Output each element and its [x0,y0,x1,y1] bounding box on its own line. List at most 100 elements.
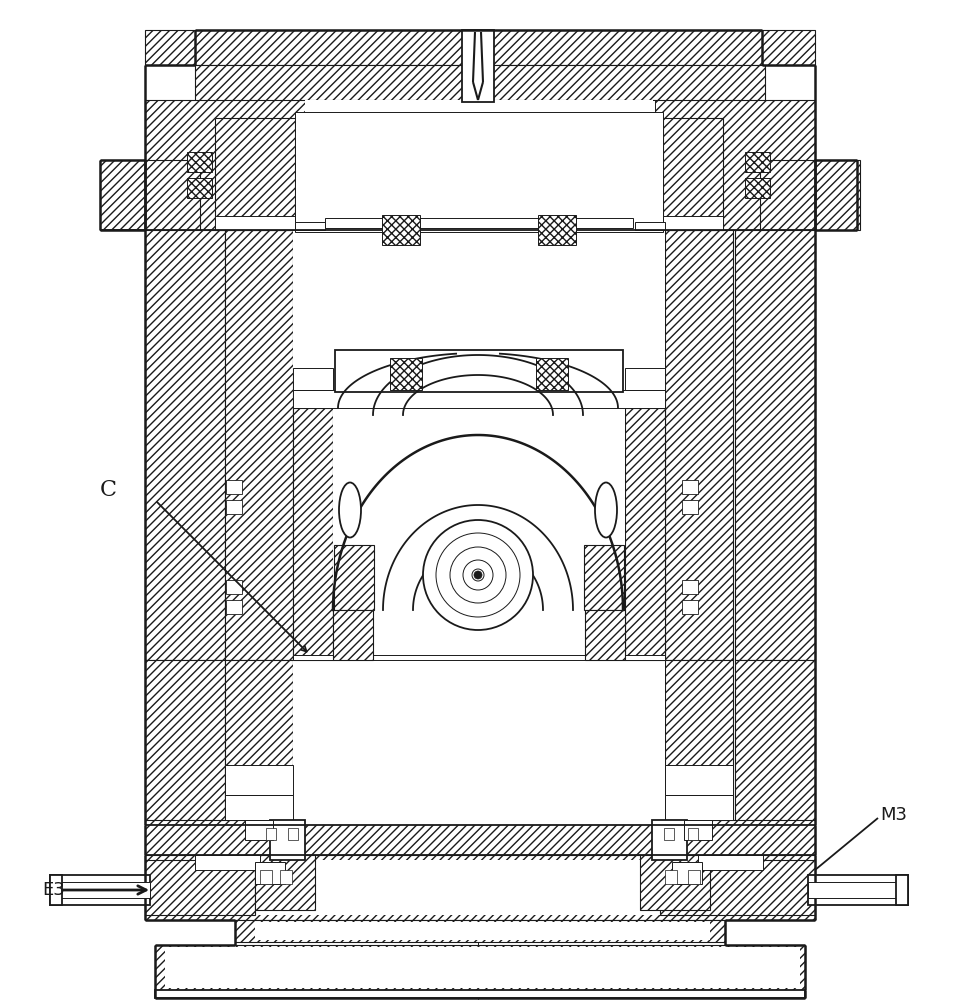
Bar [255,922,710,940]
Bar [225,765,293,795]
Bar [665,230,733,660]
Bar [584,545,624,610]
Ellipse shape [339,483,361,538]
Bar [333,408,625,660]
Bar [195,855,260,870]
Bar [665,660,733,825]
Bar [672,862,702,884]
Bar [155,990,805,998]
Bar [698,855,763,870]
Bar [663,118,723,230]
Bar [333,610,373,660]
Bar [187,178,212,198]
Bar [145,30,815,65]
Bar [293,390,665,408]
Bar [145,230,225,660]
Bar [682,480,698,494]
Bar [305,100,655,112]
Bar [145,100,815,230]
Bar [808,882,908,898]
Bar [682,500,698,514]
Bar [280,870,292,884]
Text: C: C [100,479,117,501]
Bar [293,408,333,660]
Bar [293,230,665,660]
Bar [665,820,815,860]
Bar [635,222,665,230]
Bar [245,820,273,840]
Bar [896,875,908,905]
Bar [100,160,200,230]
Circle shape [450,547,506,603]
Bar [266,828,276,840]
Bar [225,795,293,820]
Bar [187,152,212,172]
Bar [215,118,723,230]
Bar [235,920,725,942]
Bar [155,945,805,990]
Bar [745,178,770,198]
Bar [226,480,242,494]
Bar [682,600,698,614]
Circle shape [472,569,484,581]
Bar [225,230,293,660]
Bar [808,875,908,905]
Bar [625,368,665,390]
Bar [665,765,733,795]
Bar [295,222,325,230]
Bar [293,368,333,390]
Bar [145,660,225,825]
Bar [735,660,815,825]
Bar [688,828,698,840]
Bar [390,358,422,390]
Bar [226,580,242,594]
Bar [226,500,242,514]
Bar [660,860,815,915]
Bar [684,820,712,840]
Bar [665,870,677,884]
Bar [293,660,665,825]
Bar [215,118,295,230]
Bar [745,152,770,172]
Bar [145,855,815,920]
Bar [293,820,665,860]
Bar [305,100,653,118]
Bar [640,855,710,910]
Bar [625,408,665,660]
Bar [382,215,420,245]
Circle shape [463,560,493,590]
Bar [195,65,765,105]
Bar [335,350,623,392]
Circle shape [423,520,533,630]
Bar [735,230,815,660]
Bar [226,600,242,614]
Bar [225,660,293,825]
Bar [536,358,568,390]
Bar [682,580,698,594]
Bar [664,828,674,840]
Bar [538,215,576,245]
Bar [663,216,723,230]
Bar [760,160,860,230]
Bar [165,947,800,988]
Circle shape [436,533,520,617]
Bar [585,610,625,660]
Bar [295,112,663,232]
Circle shape [474,571,482,579]
Text: E3: E3 [42,881,65,899]
Bar [462,30,494,102]
Bar [334,545,374,610]
Bar [260,870,272,884]
Bar [325,218,633,228]
Bar [665,795,733,820]
Bar [688,870,700,884]
Bar [145,860,255,915]
Text: M3: M3 [880,806,907,824]
Bar [652,820,687,860]
Bar [255,855,315,910]
Bar [50,875,62,905]
Bar [145,820,295,860]
Bar [255,860,708,915]
Bar [50,875,150,905]
Bar [215,216,295,230]
